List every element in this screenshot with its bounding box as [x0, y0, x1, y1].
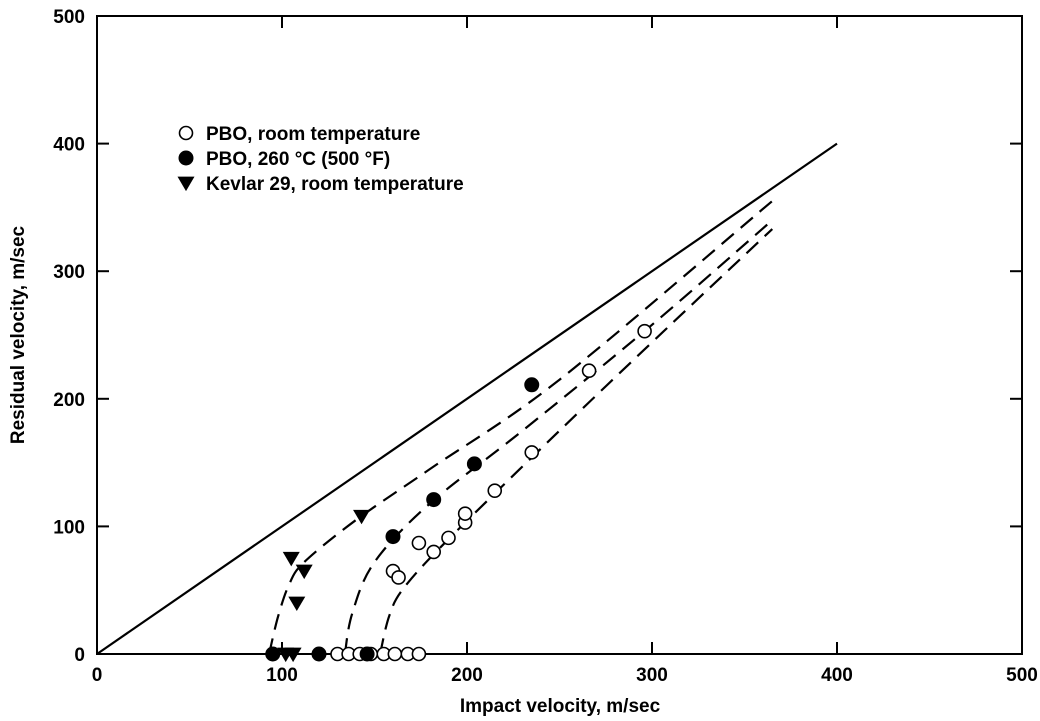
data-point [524, 445, 540, 460]
y-tick-label: 400 [53, 135, 85, 156]
y-tick-label: 500 [53, 7, 85, 28]
data-point [387, 646, 403, 662]
data-point [487, 483, 503, 498]
x-tick-label: 0 [92, 665, 103, 686]
data-point [284, 647, 302, 663]
legend-marker [177, 176, 195, 192]
data-point [457, 506, 473, 521]
y-tick-label: 200 [53, 390, 85, 411]
data-point [411, 646, 427, 662]
x-tick-label: 500 [1006, 665, 1038, 686]
y-tick-label: 300 [53, 262, 85, 283]
curves [96, 142, 838, 655]
data-point [353, 509, 371, 525]
x-tick-label: 100 [266, 665, 298, 686]
data-point [466, 456, 482, 472]
legend-label: PBO, 260 °C (500 °F) [206, 149, 390, 170]
data-point [411, 535, 427, 551]
y-tick-label: 0 [74, 645, 85, 666]
data-point [524, 377, 540, 393]
data-point [581, 363, 597, 379]
x-tick-label: 200 [451, 665, 483, 686]
plot-border [96, 15, 1023, 655]
data-point [288, 596, 306, 612]
data-point [311, 646, 327, 662]
legend-marker [178, 125, 194, 141]
data-point [282, 551, 300, 567]
data-point [385, 529, 401, 545]
data-point [426, 544, 442, 560]
tick-labels: 0 100 200 300 400 500 0 100 200 300 400 500 [53, 7, 1038, 686]
axis-ticks [97, 16, 1022, 654]
x-tick-label: 300 [636, 665, 668, 686]
x-tick-label: 400 [821, 665, 853, 686]
data-markers [265, 323, 652, 663]
data-point [441, 530, 456, 546]
y-axis-label: Residual velocity, m/sec [8, 225, 29, 444]
data-point [391, 570, 406, 585]
legend: PBO, room temperature PBO, 260 °C (500 °F… [177, 124, 464, 195]
plot-frame [96, 15, 1023, 655]
legend-label: PBO, room temperature [206, 124, 420, 145]
data-point [637, 323, 652, 339]
dashed-fit-curve [379, 228, 774, 655]
legend-label: Kevlar 29, room temperature [206, 174, 464, 195]
y-tick-label: 100 [53, 517, 85, 538]
data-point [359, 646, 375, 662]
x-axis-label: Impact velocity, m/sec [460, 696, 661, 717]
data-point [426, 492, 442, 508]
legend-marker [178, 150, 194, 166]
data-point [265, 646, 281, 662]
dashed-fit-curve [268, 200, 774, 655]
data-point [295, 564, 313, 580]
reference-line [96, 142, 838, 655]
dashed-fit-curve [343, 219, 774, 655]
